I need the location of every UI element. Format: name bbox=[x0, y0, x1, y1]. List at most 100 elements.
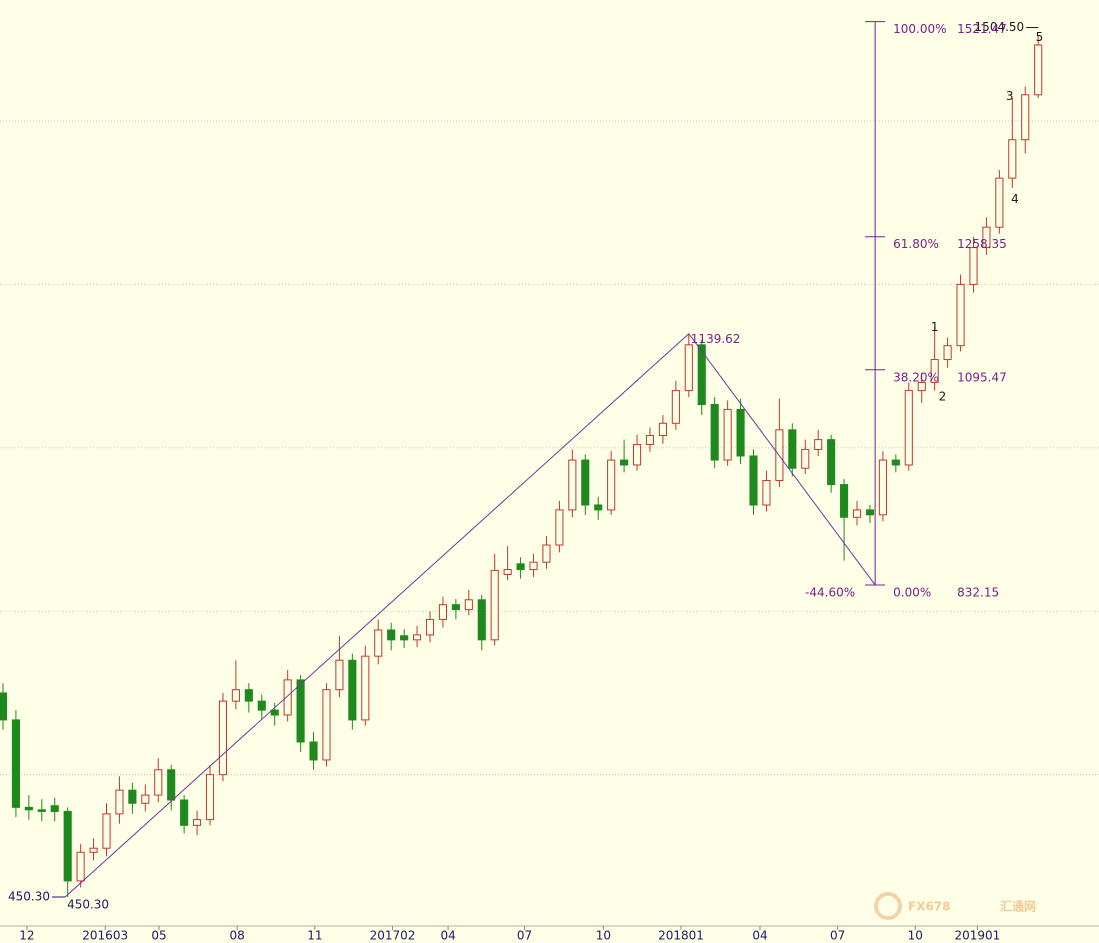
wave-label: 4 bbox=[1011, 192, 1019, 206]
candle-body bbox=[930, 359, 939, 383]
candle-body bbox=[283, 679, 292, 716]
candle-body bbox=[63, 810, 72, 882]
candle-body bbox=[1008, 139, 1017, 179]
candle-body bbox=[309, 741, 318, 761]
candle-body bbox=[891, 459, 900, 466]
wave-label: 2 bbox=[939, 390, 947, 404]
candle-body bbox=[425, 618, 435, 636]
candle-body bbox=[568, 459, 577, 511]
candle-body bbox=[671, 390, 680, 424]
candle-body bbox=[231, 689, 240, 702]
candle-body bbox=[11, 719, 20, 808]
candle-body bbox=[296, 679, 305, 743]
candle-body bbox=[37, 809, 46, 812]
candle-body bbox=[76, 851, 85, 882]
fib-ratio: 0.00% bbox=[893, 585, 931, 599]
price-label: 1504.50 bbox=[975, 20, 1025, 34]
candle-body bbox=[710, 403, 719, 461]
candle-body bbox=[1021, 94, 1030, 141]
x-tick-label: 08 bbox=[230, 929, 245, 943]
candle-body bbox=[555, 509, 564, 546]
candle-body bbox=[736, 408, 745, 457]
candle-body bbox=[141, 794, 150, 804]
x-tick-label: 07 bbox=[830, 929, 845, 943]
wave-label: 5 bbox=[1036, 30, 1044, 44]
x-tick-label: 201901 bbox=[954, 929, 1000, 943]
candle-body bbox=[788, 429, 797, 469]
candle-body bbox=[581, 459, 590, 506]
wave-label: 3 bbox=[1006, 89, 1014, 103]
candle-body bbox=[361, 655, 370, 721]
candle-body bbox=[749, 455, 758, 506]
watermark-name: 汇通网 bbox=[1000, 899, 1036, 914]
candle-body bbox=[438, 604, 447, 620]
x-tick-label: 10 bbox=[596, 929, 611, 943]
candle-body bbox=[723, 408, 732, 461]
x-tick-label: 10 bbox=[908, 929, 923, 943]
fib-extension: -44.60% bbox=[805, 585, 855, 599]
x-tick-label: 201702 bbox=[370, 929, 416, 943]
candle-body bbox=[374, 629, 383, 657]
candle-body bbox=[50, 805, 59, 812]
candle-body bbox=[762, 479, 771, 506]
candle-body bbox=[244, 689, 253, 702]
watermark-brand: FX678 bbox=[908, 900, 951, 914]
fib-ratio: 61.80% bbox=[893, 237, 939, 251]
candle-body bbox=[270, 709, 279, 716]
candle-body bbox=[969, 247, 978, 285]
candle-body bbox=[205, 774, 215, 821]
candle-body bbox=[477, 599, 486, 641]
candle-body bbox=[464, 599, 473, 611]
candle-body bbox=[102, 813, 111, 849]
candle-body bbox=[400, 635, 409, 641]
candle-body bbox=[620, 459, 629, 466]
candle-body bbox=[632, 444, 642, 466]
candle-body bbox=[335, 659, 344, 691]
candle-body bbox=[257, 700, 266, 711]
candle-body bbox=[904, 390, 913, 466]
candle-body bbox=[503, 569, 512, 575]
x-tick-label: 05 bbox=[151, 929, 166, 943]
candle-body bbox=[607, 459, 616, 511]
low-label: 450.30 bbox=[8, 889, 50, 903]
candle-body bbox=[982, 226, 991, 249]
candle-body bbox=[827, 439, 836, 486]
candle-body bbox=[878, 459, 887, 516]
candle-body bbox=[943, 345, 952, 361]
candle-body bbox=[115, 789, 124, 815]
fib-price: 1095.47 bbox=[957, 370, 1007, 384]
candle-body bbox=[801, 448, 810, 469]
candle-body bbox=[0, 692, 8, 721]
x-tick-label: 12 bbox=[19, 929, 34, 943]
candle-body bbox=[218, 700, 228, 776]
watermark-logo bbox=[874, 892, 902, 920]
candle-body bbox=[814, 439, 823, 450]
x-tick-label: 11 bbox=[307, 929, 322, 943]
fib-ratio: 100.00% bbox=[893, 22, 946, 36]
candle-body bbox=[852, 509, 862, 518]
candle-body bbox=[24, 806, 33, 811]
candle-body bbox=[348, 659, 357, 721]
candle-body bbox=[684, 344, 693, 392]
candle-body bbox=[490, 569, 499, 641]
trend-line bbox=[64, 332, 876, 898]
candle-body bbox=[154, 769, 163, 796]
price-label: 450.30 bbox=[67, 897, 109, 911]
candle-body bbox=[542, 544, 551, 563]
fib-ratio: 38.20% bbox=[893, 370, 939, 384]
candle-body bbox=[193, 819, 202, 826]
candle-body bbox=[529, 561, 538, 571]
fib-price: 832.15 bbox=[957, 585, 999, 599]
candle-body bbox=[697, 344, 706, 405]
fib-price: 1258.35 bbox=[957, 237, 1007, 251]
candle-body bbox=[412, 634, 422, 641]
fib-price: 1521.47 bbox=[957, 22, 1007, 36]
candle-body bbox=[658, 422, 667, 437]
candle-body bbox=[387, 629, 396, 641]
candle-body bbox=[89, 847, 98, 853]
x-tick-label: 04 bbox=[440, 929, 455, 943]
candle-body bbox=[451, 604, 460, 611]
x-tick-label: 201801 bbox=[658, 929, 704, 943]
